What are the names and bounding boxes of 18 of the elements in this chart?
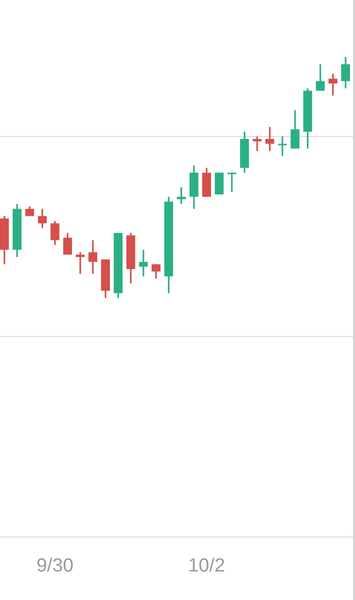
candlestick [265, 126, 274, 152]
candlestick [50, 220, 60, 246]
candlestick [252, 136, 262, 152]
candlestick [316, 63, 325, 92]
candlestick [76, 251, 85, 275]
candlestick [88, 239, 98, 275]
candlestick [328, 73, 338, 96]
candlestick [278, 136, 287, 157]
candlestick [152, 263, 160, 280]
candlestick [214, 172, 224, 196]
x-tick-label: 9/30 [36, 555, 74, 576]
candlestick [63, 232, 72, 256]
candlestick [290, 109, 300, 150]
candlestick [341, 56, 350, 90]
x-tick-label: 10/2 [188, 555, 226, 576]
candlestick [227, 172, 236, 193]
candlestick [38, 208, 47, 229]
candlestick [138, 249, 148, 278]
